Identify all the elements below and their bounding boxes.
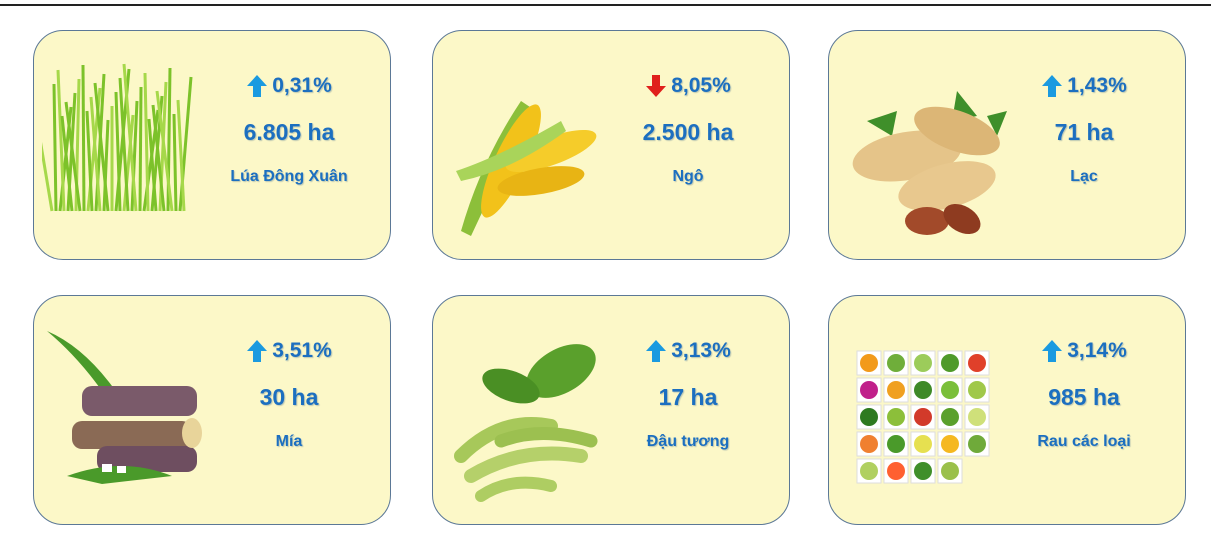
crop-text: 3,51% 30 ha Mía: [194, 336, 384, 451]
crop-image: [837, 61, 1007, 241]
arrow-down: [645, 74, 667, 98]
crop-name: Mía: [194, 433, 384, 451]
change-row: 1,43%: [989, 71, 1179, 101]
change-row: 8,05%: [593, 71, 783, 101]
crop-name: Rau các loại: [989, 433, 1179, 451]
area-value: 6.805 ha: [194, 119, 384, 146]
area-value: 17 ha: [593, 384, 783, 411]
arrow-up: [645, 339, 667, 363]
change-row: 3,51%: [194, 336, 384, 366]
change-row: 0,31%: [194, 71, 384, 101]
change-row: 3,13%: [593, 336, 783, 366]
arrow-up: [1041, 74, 1063, 98]
crop-card: 8,05% 2.500 ha Ngô: [432, 30, 790, 260]
arrow-up: [246, 339, 268, 363]
crop-text: 3,13% 17 ha Đậu tương: [593, 336, 783, 451]
crop-text: 0,31% 6.805 ha Lúa Đông Xuân: [194, 71, 384, 186]
crop-name: Lúa Đông Xuân: [194, 168, 384, 186]
area-value: 30 ha: [194, 384, 384, 411]
crop-text: 1,43% 71 ha Lạc: [989, 71, 1179, 186]
crop-text: 3,14% 985 ha Rau các loại: [989, 336, 1179, 451]
change-percent: 3,51%: [272, 339, 332, 363]
top-rule: [0, 4, 1211, 6]
page: 0,31% 6.805 ha Lúa Đông Xuân 8,05% 2.500 ha…: [0, 0, 1211, 544]
change-percent: 3,14%: [1067, 339, 1127, 363]
crop-card: 1,43% 71 ha Lạc: [828, 30, 1186, 260]
crop-name: Đậu tương: [593, 433, 783, 451]
crop-image: [837, 326, 1007, 506]
crop-name: Lạc: [989, 168, 1179, 186]
change-percent: 8,05%: [671, 74, 731, 98]
crop-card: 3,13% 17 ha Đậu tương: [432, 295, 790, 525]
area-value: 985 ha: [989, 384, 1179, 411]
crop-name: Ngô: [593, 168, 783, 186]
crop-image: [42, 326, 212, 506]
change-percent: 1,43%: [1067, 74, 1127, 98]
crop-card: 3,51% 30 ha Mía: [33, 295, 391, 525]
crop-image: [42, 61, 212, 241]
crop-text: 8,05% 2.500 ha Ngô: [593, 71, 783, 186]
change-percent: 0,31%: [272, 74, 332, 98]
area-value: 2.500 ha: [593, 119, 783, 146]
crop-image: [441, 61, 611, 241]
change-percent: 3,13%: [671, 339, 731, 363]
crop-card: 0,31% 6.805 ha Lúa Đông Xuân: [33, 30, 391, 260]
crop-image: [441, 326, 611, 506]
arrow-up: [246, 74, 268, 98]
arrow-up: [1041, 339, 1063, 363]
area-value: 71 ha: [989, 119, 1179, 146]
crop-card: 3,14% 985 ha Rau các loại: [828, 295, 1186, 525]
change-row: 3,14%: [989, 336, 1179, 366]
